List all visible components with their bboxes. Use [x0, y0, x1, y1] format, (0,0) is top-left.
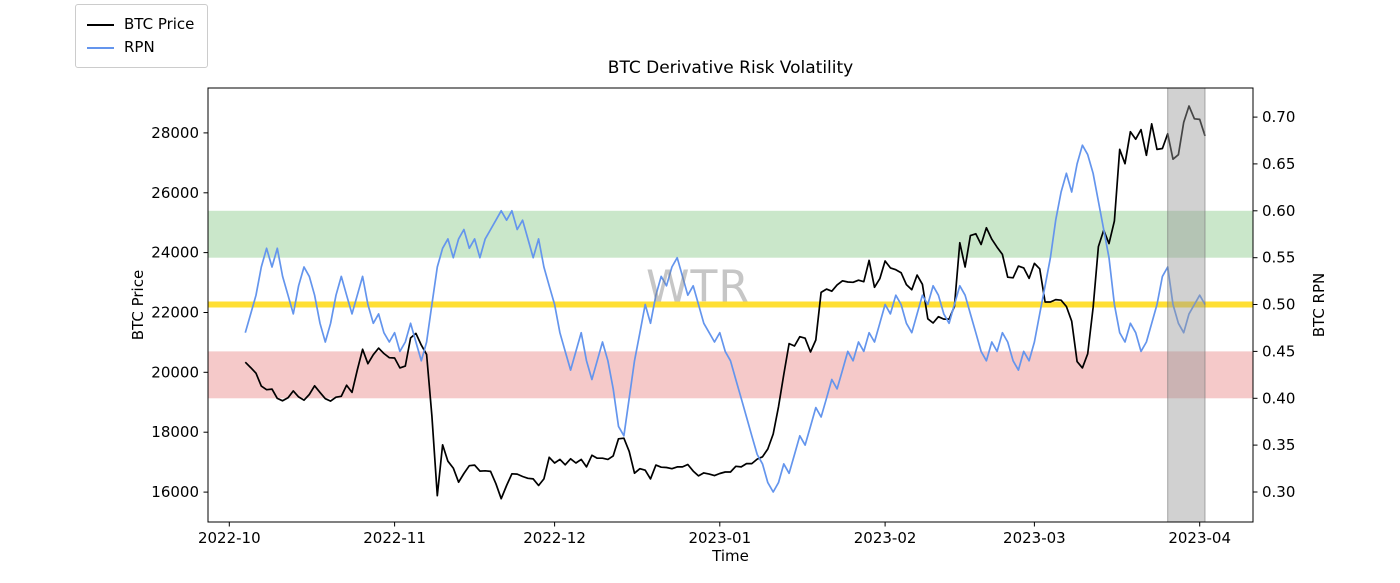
- x-tick-label: 2023-01: [688, 529, 751, 547]
- y-left-tick-label: 20000: [151, 363, 199, 381]
- rpn-line: [244, 144, 1206, 493]
- y-right-tick-label: 0.70: [1262, 108, 1295, 126]
- y-right-tick-label: 0.40: [1262, 389, 1295, 407]
- y-axis-label-right: BTC RPN: [1310, 272, 1328, 338]
- rpn-line-swatch: [87, 46, 114, 49]
- btc-price-line-swatch: [87, 23, 114, 26]
- x-axis-label: Time: [712, 547, 749, 565]
- y-right-tick-label: 0.55: [1262, 249, 1295, 267]
- y-right-tick-label: 0.30: [1262, 483, 1295, 501]
- legend-label-rpn: RPN: [124, 38, 155, 56]
- green-risk-zone: [208, 210, 1253, 258]
- watermark-text: WTR: [646, 261, 750, 313]
- y-left-tick-label: 16000: [151, 483, 199, 501]
- legend-item-rpn: RPN: [87, 36, 194, 59]
- y-right-tick-label: 0.35: [1262, 436, 1295, 454]
- y-right-tick-label: 0.50: [1262, 296, 1295, 314]
- x-tick-label: 2023-03: [1003, 529, 1066, 547]
- x-tick-label: 2023-04: [1168, 529, 1231, 547]
- legend: BTC Price RPN: [75, 4, 209, 68]
- y-right-tick-label: 0.60: [1262, 202, 1295, 220]
- y-axis-label-left: BTC Price: [129, 269, 147, 341]
- y-left-tick-label: 18000: [151, 423, 199, 441]
- legend-item-btc-price: BTC Price: [87, 13, 194, 36]
- y-right-tick-label: 0.65: [1262, 155, 1295, 173]
- y-left-tick-label: 26000: [151, 184, 199, 202]
- gray-highlight-window: [1167, 87, 1206, 523]
- red-risk-zone: [208, 351, 1253, 399]
- legend-label-btc-price: BTC Price: [124, 15, 195, 33]
- chart-title: BTC Derivative Risk Volatility: [607, 58, 854, 78]
- x-tick-label: 2022-12: [523, 529, 586, 547]
- btc-price-line: [244, 105, 1206, 500]
- y-left-tick-label: 22000: [151, 304, 199, 322]
- y-right-tick-label: 0.45: [1262, 342, 1295, 360]
- x-tick-label: 2022-11: [363, 529, 426, 547]
- y-left-tick-label: 28000: [151, 124, 199, 142]
- y-left-tick-label: 24000: [151, 244, 199, 262]
- x-tick-label: 2023-02: [854, 529, 917, 547]
- x-tick-label: 2022-10: [198, 529, 261, 547]
